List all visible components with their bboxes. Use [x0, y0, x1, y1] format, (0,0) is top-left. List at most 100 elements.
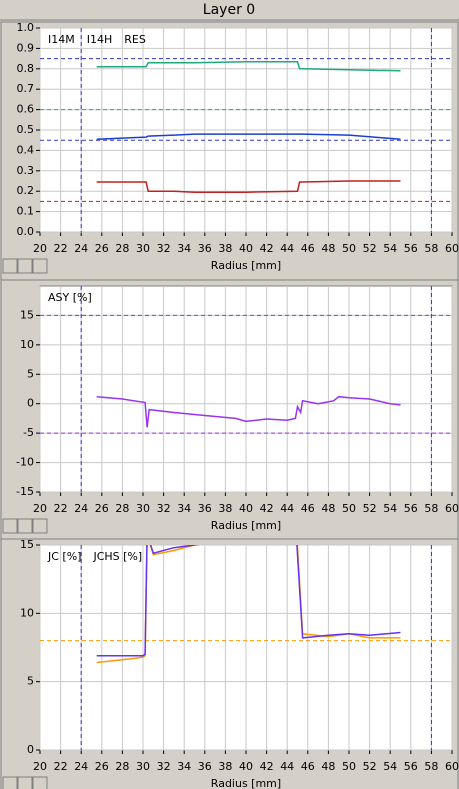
tool-pan — [32, 776, 48, 789]
x-tick-label: 58 — [424, 502, 438, 515]
x-tick-label: 38 — [218, 242, 232, 255]
y-tick-label: 0.5 — [17, 123, 35, 136]
x-axis-label: Radius [mm] — [211, 777, 281, 789]
x-axis-label: Radius [mm] — [211, 519, 281, 532]
x-tick-label: 28 — [115, 502, 129, 515]
series-line — [96, 180, 401, 193]
x-tick-label: 40 — [239, 242, 253, 255]
series-line — [96, 545, 401, 657]
x-tick-label: 52 — [363, 242, 377, 255]
tool-zoom — [2, 776, 18, 789]
x-tick-label: 32 — [157, 242, 171, 255]
x-tick-label: 58 — [424, 760, 438, 773]
tool-pan — [32, 258, 48, 274]
x-tick-label: 54 — [383, 242, 397, 255]
x-tick-label: 40 — [239, 502, 253, 515]
tool-cross — [17, 518, 33, 534]
y-tick-label: 0 — [27, 397, 34, 410]
x-tick-label: 46 — [301, 242, 315, 255]
window-title: Layer 0 — [203, 2, 255, 18]
x-tick-label: 40 — [239, 760, 253, 773]
x-tick-label: 26 — [95, 242, 109, 255]
y-tick-label: 0.6 — [17, 103, 35, 116]
x-tick-label: 52 — [363, 760, 377, 773]
legend-entry: JCHS [%] — [92, 550, 142, 563]
x-tick-label: 34 — [177, 502, 191, 515]
y-tick-label: 0 — [27, 743, 34, 756]
x-tick-label: 36 — [198, 502, 212, 515]
y-tick-label: 0.1 — [17, 205, 35, 218]
x-tick-label: 44 — [280, 760, 294, 773]
x-axis-label: Radius [mm] — [211, 259, 281, 272]
y-tick-label: 5 — [27, 675, 34, 688]
series-line — [96, 545, 401, 664]
x-tick-label: 30 — [136, 760, 150, 773]
tool-cross — [17, 776, 33, 789]
x-tick-label: 36 — [198, 242, 212, 255]
y-tick-label: 10 — [20, 606, 34, 619]
x-tick-label: 26 — [95, 502, 109, 515]
x-tick-label: 28 — [115, 242, 129, 255]
tool-pan — [32, 518, 48, 534]
x-tick-label: 60 — [445, 760, 459, 773]
x-tick-label: 54 — [383, 760, 397, 773]
series-line — [96, 133, 401, 140]
legend-entry: RES — [124, 33, 146, 46]
x-tick-label: 52 — [363, 502, 377, 515]
x-tick-label: 50 — [342, 760, 356, 773]
x-tick-label: 42 — [260, 502, 274, 515]
series-line — [96, 60, 401, 72]
x-tick-label: 56 — [404, 502, 418, 515]
y-tick-label: 0.7 — [17, 82, 35, 95]
x-tick-label: 54 — [383, 502, 397, 515]
x-tick-label: 42 — [260, 760, 274, 773]
x-tick-label: 42 — [260, 242, 274, 255]
x-tick-label: 20 — [33, 242, 47, 255]
y-tick-label: 5 — [27, 367, 34, 380]
y-tick-label: 0.2 — [17, 184, 35, 197]
y-tick-label: 0.3 — [17, 164, 35, 177]
y-tick-label: -15 — [16, 485, 34, 498]
series-group — [96, 545, 401, 664]
tool-zoom — [2, 518, 18, 534]
y-tick-label: 0.9 — [17, 41, 35, 54]
x-tick-label: 20 — [33, 760, 47, 773]
x-tick-label: 56 — [404, 242, 418, 255]
y-tick-label: 0.4 — [17, 143, 35, 156]
y-tick-label: -5 — [23, 426, 34, 439]
x-tick-label: 46 — [301, 502, 315, 515]
x-tick-label: 50 — [342, 502, 356, 515]
x-tick-label: 24 — [74, 502, 88, 515]
x-tick-label: 30 — [136, 242, 150, 255]
legend-entry: I14M — [48, 33, 75, 46]
tool-zoom — [2, 258, 18, 274]
x-tick-label: 24 — [74, 242, 88, 255]
y-tick-label: 0.8 — [17, 62, 35, 75]
x-tick-label: 20 — [33, 502, 47, 515]
x-tick-label: 56 — [404, 760, 418, 773]
legend-entry: I14H — [87, 33, 113, 46]
x-tick-label: 44 — [280, 242, 294, 255]
x-tick-label: 32 — [157, 502, 171, 515]
x-tick-label: 32 — [157, 760, 171, 773]
legend-entry: ASY [%] — [48, 291, 92, 304]
x-tick-label: 38 — [218, 502, 232, 515]
x-tick-label: 22 — [54, 502, 68, 515]
x-tick-label: 30 — [136, 502, 150, 515]
x-tick-label: 34 — [177, 760, 191, 773]
x-tick-label: 50 — [342, 242, 356, 255]
x-tick-label: 38 — [218, 760, 232, 773]
legend-entry: JC [%] — [47, 550, 81, 563]
x-tick-label: 48 — [321, 760, 335, 773]
x-tick-label: 58 — [424, 242, 438, 255]
x-tick-label: 48 — [321, 242, 335, 255]
tool-cross — [17, 258, 33, 274]
x-tick-label: 36 — [198, 760, 212, 773]
x-tick-label: 44 — [280, 502, 294, 515]
x-tick-label: 60 — [445, 242, 459, 255]
x-tick-label: 24 — [74, 760, 88, 773]
y-tick-label: 15 — [20, 308, 34, 321]
x-tick-label: 48 — [321, 502, 335, 515]
x-tick-label: 22 — [54, 242, 68, 255]
